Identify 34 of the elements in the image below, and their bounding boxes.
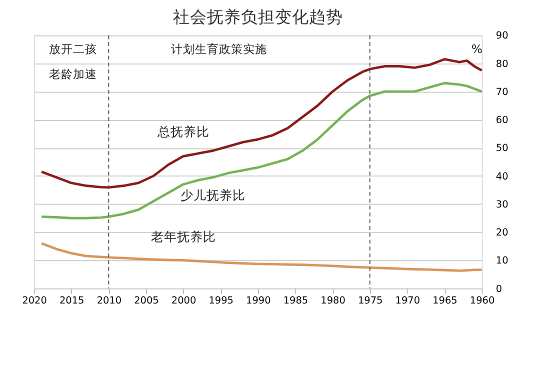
y-tick-label: 0 xyxy=(496,284,502,295)
series-label: 总抚养比 xyxy=(156,124,210,139)
y-tick-label: 90 xyxy=(496,30,508,42)
series-label: 老年抚养比 xyxy=(150,228,216,244)
y-axis-title: % xyxy=(471,42,482,56)
x-tick-label: 1965 xyxy=(432,295,458,306)
y-tick-label: 10 xyxy=(496,256,508,267)
line-series xyxy=(40,242,484,272)
annotation: 放开二孩 xyxy=(49,42,97,56)
y-tick-label: 50 xyxy=(496,143,508,154)
x-tick-label: 1970 xyxy=(395,295,420,306)
annotation: 计划生育政策实施 xyxy=(170,42,267,56)
x-tick-label: 1980 xyxy=(320,295,346,306)
annotation: 老龄加速 xyxy=(49,67,97,82)
y-tick-label: 70 xyxy=(496,86,508,98)
line-series xyxy=(40,82,484,220)
x-tick-label: 1995 xyxy=(208,295,234,306)
x-tick-label: 2020 xyxy=(22,295,47,306)
chart-title: 社会抚养负担变化趋势 xyxy=(172,8,343,27)
y-tick-label: 80 xyxy=(496,58,508,70)
x-tick-label: 1985 xyxy=(283,295,308,306)
y-tick-label: 20 xyxy=(496,228,508,239)
x-tick-label: 2000 xyxy=(171,295,196,306)
y-tick-label: 60 xyxy=(496,115,508,126)
y-tick-label: 40 xyxy=(496,171,508,182)
x-tick-label: 1990 xyxy=(246,295,271,306)
x-tick-label: 2010 xyxy=(96,295,122,306)
x-tick-label: 2015 xyxy=(59,295,84,306)
x-tick-label: 2005 xyxy=(134,295,159,306)
y-tick-label: 30 xyxy=(496,199,508,210)
x-tick-label: 1960 xyxy=(470,295,495,306)
line-series xyxy=(40,58,484,189)
series-label: 少儿抚养比 xyxy=(180,188,246,203)
x-tick-label: 1975 xyxy=(358,295,383,306)
